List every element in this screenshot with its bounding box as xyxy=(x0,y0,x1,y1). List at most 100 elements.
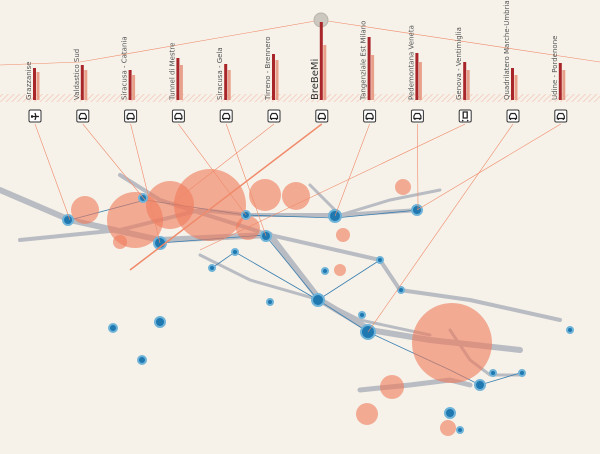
link-line xyxy=(178,123,247,216)
bar xyxy=(132,75,136,100)
link-line xyxy=(82,123,146,201)
bubble xyxy=(395,179,411,195)
bar xyxy=(176,58,180,100)
bar xyxy=(179,65,183,100)
node xyxy=(456,426,464,434)
bar xyxy=(415,53,419,100)
car-icon xyxy=(78,112,87,120)
bubble xyxy=(334,264,346,276)
node xyxy=(518,369,526,377)
node xyxy=(108,323,118,333)
baseline-band xyxy=(0,94,600,102)
project-label: Valdastico Sud xyxy=(73,49,81,100)
project-label: Siracusa - Gela xyxy=(216,47,224,100)
node xyxy=(358,311,366,319)
bubble xyxy=(174,169,246,241)
icon-frame xyxy=(458,109,472,123)
car-icon xyxy=(222,112,231,120)
node xyxy=(137,355,147,365)
car-icon xyxy=(126,112,135,120)
bubble xyxy=(236,216,260,240)
project-label: Siracusa - Catania xyxy=(121,36,129,100)
icon xyxy=(315,109,329,123)
bar xyxy=(367,37,371,100)
project-label: Udine - Pordenone xyxy=(551,36,559,100)
link-line xyxy=(367,123,514,333)
node xyxy=(231,248,239,256)
link-line xyxy=(0,19,600,66)
icon xyxy=(219,109,233,123)
bubble xyxy=(113,235,127,249)
bubble xyxy=(336,228,350,242)
node xyxy=(397,286,405,294)
bar xyxy=(272,54,275,100)
car-icon xyxy=(269,112,279,120)
link-line xyxy=(34,123,71,221)
bar xyxy=(227,70,231,100)
train-icon xyxy=(461,111,469,122)
link-line xyxy=(129,123,323,271)
icon-frame xyxy=(219,109,233,123)
project-label: Pedemontana Veneta xyxy=(407,25,415,100)
project-label: Tirreno - Brennero xyxy=(264,36,272,101)
bar xyxy=(80,65,84,100)
car-icon xyxy=(174,112,183,120)
plane-icon xyxy=(31,112,39,121)
node xyxy=(154,316,166,328)
project-label: Quadrilatero Marche-Umbria xyxy=(503,0,511,100)
bubble xyxy=(71,196,99,224)
node xyxy=(489,369,497,377)
icon-frame xyxy=(410,109,424,123)
node xyxy=(474,379,486,391)
icon xyxy=(124,109,138,123)
car-icon xyxy=(365,112,374,120)
node xyxy=(62,214,74,226)
icon-frame xyxy=(124,109,138,123)
node xyxy=(566,326,574,334)
node xyxy=(208,264,216,272)
car-icon xyxy=(508,112,518,120)
bar xyxy=(514,75,518,100)
icon xyxy=(554,109,568,123)
link-line xyxy=(225,123,267,237)
route xyxy=(308,183,442,217)
bubble xyxy=(380,375,404,399)
icon-frame xyxy=(506,109,520,123)
bar xyxy=(224,64,228,100)
project-label: Grazzanise xyxy=(25,61,33,100)
icon xyxy=(410,109,424,123)
link-line xyxy=(416,123,561,211)
link-line xyxy=(199,123,466,251)
icon xyxy=(76,109,90,123)
link-line xyxy=(417,123,419,211)
bar xyxy=(463,62,467,100)
bubble xyxy=(249,179,281,211)
bar xyxy=(84,70,88,100)
bar xyxy=(33,68,36,100)
icon-frame xyxy=(554,109,568,123)
bar xyxy=(562,70,566,100)
project-label: BreBeMi xyxy=(310,59,321,100)
icon-frame xyxy=(363,109,377,123)
icon xyxy=(458,109,472,123)
node xyxy=(321,267,329,275)
bubble xyxy=(412,303,492,383)
bar xyxy=(466,70,470,100)
node xyxy=(376,256,384,264)
bar xyxy=(371,55,375,100)
project-label: Tangenziale Est Milano xyxy=(360,21,368,101)
node xyxy=(266,298,274,306)
icon xyxy=(506,109,520,123)
icon-frame xyxy=(171,109,185,123)
bar xyxy=(511,68,514,100)
icon xyxy=(28,109,42,123)
car-icon xyxy=(317,112,326,120)
bar xyxy=(323,45,327,100)
bar xyxy=(275,60,279,100)
bar xyxy=(319,22,323,100)
project-label: Genova - Ventimiglia xyxy=(455,27,463,100)
car-icon xyxy=(413,112,422,120)
link xyxy=(211,251,381,301)
link-line xyxy=(334,123,370,217)
